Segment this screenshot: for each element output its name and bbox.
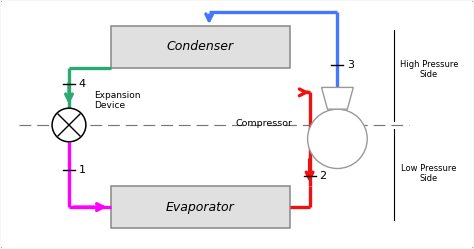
Text: Expansion
Device: Expansion Device: [94, 91, 140, 110]
Text: 1: 1: [79, 166, 86, 176]
Bar: [111, 26, 290, 68]
Text: Low Pressure
Side: Low Pressure Side: [401, 164, 456, 183]
Circle shape: [52, 108, 86, 142]
Circle shape: [308, 109, 367, 169]
Bar: [111, 186, 290, 228]
Text: 3: 3: [347, 60, 355, 70]
Text: Compressor: Compressor: [235, 119, 292, 127]
Text: 2: 2: [319, 171, 327, 182]
Text: 4: 4: [79, 79, 86, 89]
Text: Condenser: Condenser: [167, 40, 234, 53]
Text: High Pressure
Side: High Pressure Side: [400, 60, 458, 79]
Polygon shape: [321, 87, 353, 109]
Text: Evaporator: Evaporator: [166, 200, 235, 214]
